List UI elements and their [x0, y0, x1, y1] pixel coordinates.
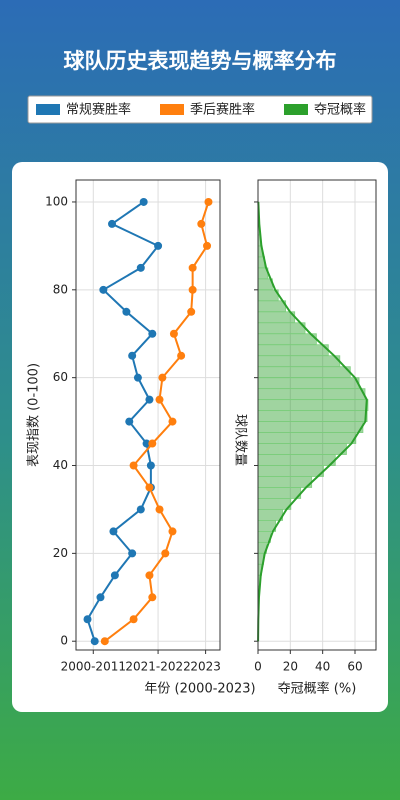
- x-axis-label: 年份 (2000-2023): [144, 682, 255, 697]
- y-tick-label: 40: [53, 458, 68, 472]
- point: [129, 461, 138, 470]
- point: [148, 439, 157, 448]
- hist-bar: [257, 410, 368, 422]
- hist-bar: [257, 355, 341, 368]
- card: [12, 162, 388, 712]
- x-axis-label: 夺冠概率 (%): [278, 681, 357, 697]
- point: [168, 417, 177, 426]
- hist-bar: [257, 421, 364, 433]
- x-tick-label: 2021-2022: [125, 660, 190, 674]
- x-tick-label: 2000-2011: [61, 660, 126, 674]
- hist-bar: [257, 443, 347, 455]
- point: [204, 197, 213, 206]
- plot-frame: [75, 179, 221, 651]
- point: [154, 241, 163, 250]
- point: [100, 637, 109, 646]
- point: [155, 395, 164, 404]
- hist-bar: [257, 300, 287, 313]
- point: [109, 527, 118, 536]
- hist-bar: [257, 333, 317, 346]
- point: [136, 505, 145, 514]
- point: [168, 527, 177, 536]
- point: [148, 593, 157, 602]
- y-tick-label: 100: [45, 194, 68, 208]
- x-tick-label: 60: [347, 660, 362, 674]
- hist-bar: [257, 388, 366, 401]
- hist-bar: [257, 366, 351, 379]
- point: [133, 373, 142, 382]
- point: [125, 417, 134, 426]
- hist-bar: [257, 465, 324, 477]
- hist-bar: [257, 322, 306, 335]
- x-tick-label: 20: [283, 660, 298, 674]
- point: [146, 461, 155, 470]
- point: [187, 307, 196, 316]
- hist-bar: [257, 509, 283, 521]
- plot-frame: [257, 179, 377, 651]
- hist-bar: [257, 399, 369, 412]
- y-axis-label: 表现指数 (0-100): [27, 363, 42, 467]
- point: [108, 219, 116, 228]
- page-title: 球队历史表现趋势与概率分布: [64, 49, 337, 73]
- point: [142, 439, 151, 448]
- density-curve: [257, 201, 368, 642]
- point: [139, 197, 148, 206]
- point: [155, 505, 164, 514]
- point: [145, 571, 154, 580]
- legend-label: 季后赛胜率: [190, 102, 255, 118]
- point: [90, 637, 99, 646]
- x-tick-label: 40: [315, 660, 330, 674]
- hist-bar: [257, 311, 296, 324]
- point: [128, 549, 137, 558]
- point: [188, 263, 197, 272]
- hist-bar: [257, 487, 302, 499]
- point: [188, 285, 197, 294]
- legend-swatch: [160, 104, 184, 115]
- point: [145, 395, 154, 404]
- point: [129, 615, 138, 624]
- legend-swatch: [36, 104, 60, 115]
- point: [96, 593, 105, 602]
- point: [177, 351, 186, 360]
- y-tick-label: 0: [60, 634, 68, 648]
- y-tick-label: 80: [53, 282, 68, 296]
- point: [158, 373, 167, 382]
- x-tick-label: 2023: [190, 660, 221, 674]
- point: [145, 483, 154, 492]
- hist-bar: [257, 344, 329, 357]
- point: [136, 263, 145, 272]
- point: [99, 285, 108, 294]
- point: [197, 219, 206, 228]
- point: [203, 241, 212, 250]
- legend-label: 夺冠概率: [314, 102, 366, 118]
- point: [110, 571, 119, 580]
- legend-swatch: [284, 104, 308, 115]
- legend-box: [27, 95, 373, 124]
- legend-label: 常规赛胜率: [66, 102, 131, 118]
- hist-bar: [257, 454, 336, 466]
- y-axis-label: 球队数量: [233, 414, 248, 466]
- hist-bar: [257, 377, 360, 390]
- y-tick-label: 60: [53, 370, 68, 384]
- hist-bar: [257, 476, 313, 488]
- hist-bar: [257, 498, 292, 510]
- y-tick-label: 20: [53, 546, 68, 560]
- point: [122, 307, 131, 316]
- point: [161, 549, 170, 558]
- point: [83, 615, 92, 624]
- x-tick-label: 0: [254, 660, 262, 674]
- point: [169, 329, 178, 338]
- point: [148, 329, 157, 338]
- hist-bar: [257, 432, 357, 444]
- point: [128, 351, 137, 360]
